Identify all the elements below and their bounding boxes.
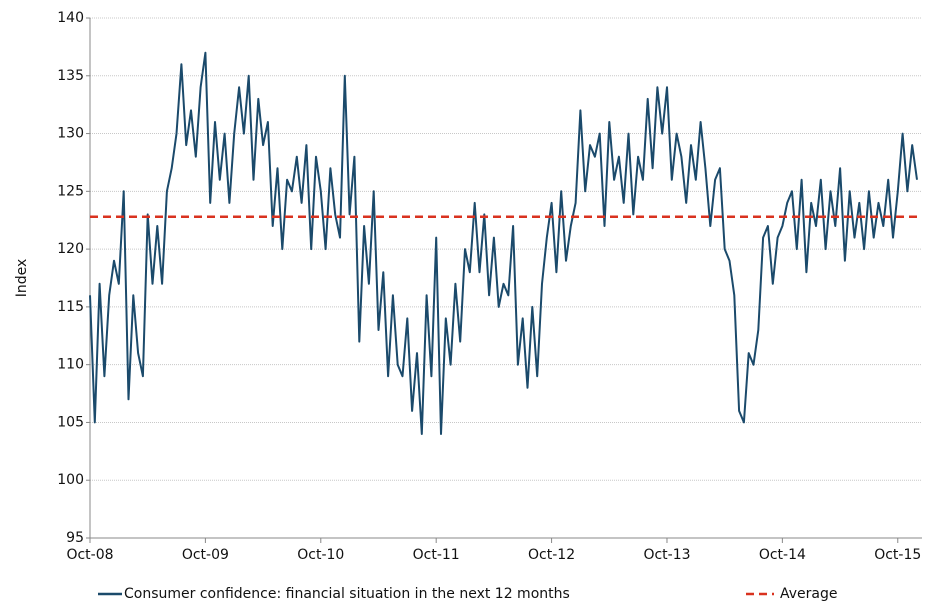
x-tick-label: Oct-14 — [759, 547, 806, 563]
x-tick-label: Oct-10 — [297, 547, 344, 563]
x-tick-label: Oct-11 — [413, 547, 460, 563]
y-axis-label: Index — [14, 259, 30, 298]
data-line — [89, 51, 918, 435]
x-tick-label: Oct-15 — [874, 547, 921, 563]
y-tick-label: 115 — [57, 299, 84, 315]
x-tick-label: Oct-08 — [66, 547, 113, 563]
y-tick-label: 130 — [57, 126, 84, 142]
y-tick-label: 125 — [57, 183, 84, 199]
x-tick-label: Oct-09 — [182, 547, 229, 563]
y-tick-label: 100 — [57, 472, 84, 488]
x-tick-label: Oct-12 — [528, 547, 575, 563]
y-tick-label: 135 — [57, 68, 84, 84]
legend-label: Average — [780, 586, 838, 602]
y-tick-label: 140 — [57, 10, 84, 26]
x-tick-label: Oct-13 — [643, 547, 690, 563]
y-tick-label: 120 — [57, 241, 84, 257]
y-tick-label: 95 — [66, 530, 84, 546]
y-tick-label: 105 — [57, 414, 84, 430]
y-tick-label: 110 — [57, 357, 84, 373]
legend-label: Consumer confidence: financial situation… — [124, 586, 570, 602]
